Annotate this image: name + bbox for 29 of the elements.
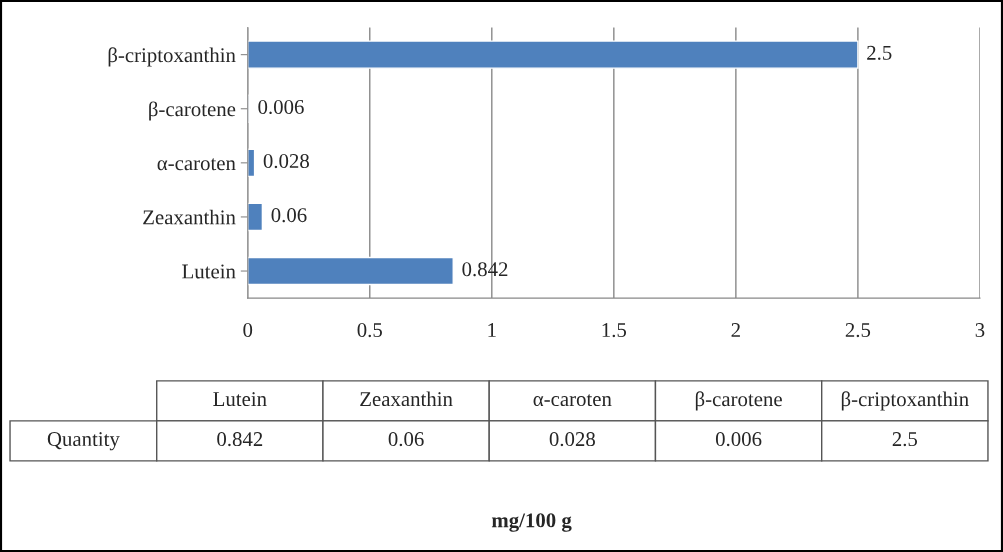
category-label: Lutein (213, 392, 267, 407)
y-tick-label: β-criptoxanthin (108, 47, 236, 67)
y-tick-label: β-carotene (149, 101, 236, 121)
y-tick-label: Lutein (182, 264, 236, 279)
x-tick-label: 2 (731, 323, 740, 337)
data-label: 2.5 (867, 45, 892, 60)
data-label: 0.028 (263, 154, 309, 169)
x-tick-label: 1 (488, 323, 496, 337)
text: 0.006 (715, 432, 762, 447)
text: 0.028 (549, 432, 595, 447)
category-label: Zeaxanthin (360, 391, 453, 407)
category-label: β-criptoxanthin (841, 391, 969, 411)
category-label: α-caroten (533, 394, 612, 407)
x-tick-label: 3 (975, 323, 985, 338)
y-tick-label: α-caroten (157, 158, 236, 171)
y-tick-label: Zeaxanthin (143, 209, 236, 225)
data-label: 0.842 (462, 262, 508, 277)
x-tick-label: 2.5 (845, 323, 871, 338)
text: 0.06 (388, 432, 424, 447)
x-tick-label: 0.5 (357, 322, 382, 338)
text: 2.5 (892, 432, 918, 447)
data-label: 0.006 (258, 99, 304, 115)
text: 0.842 (217, 432, 263, 447)
data-label: 0.06 (271, 208, 307, 223)
text: mg/100 g (491, 513, 572, 532)
category-label: β-carotene (695, 391, 782, 411)
text: Quantity (47, 432, 120, 451)
x-tick-label: 0 (243, 322, 253, 338)
x-tick-label: 1.5 (602, 323, 627, 338)
